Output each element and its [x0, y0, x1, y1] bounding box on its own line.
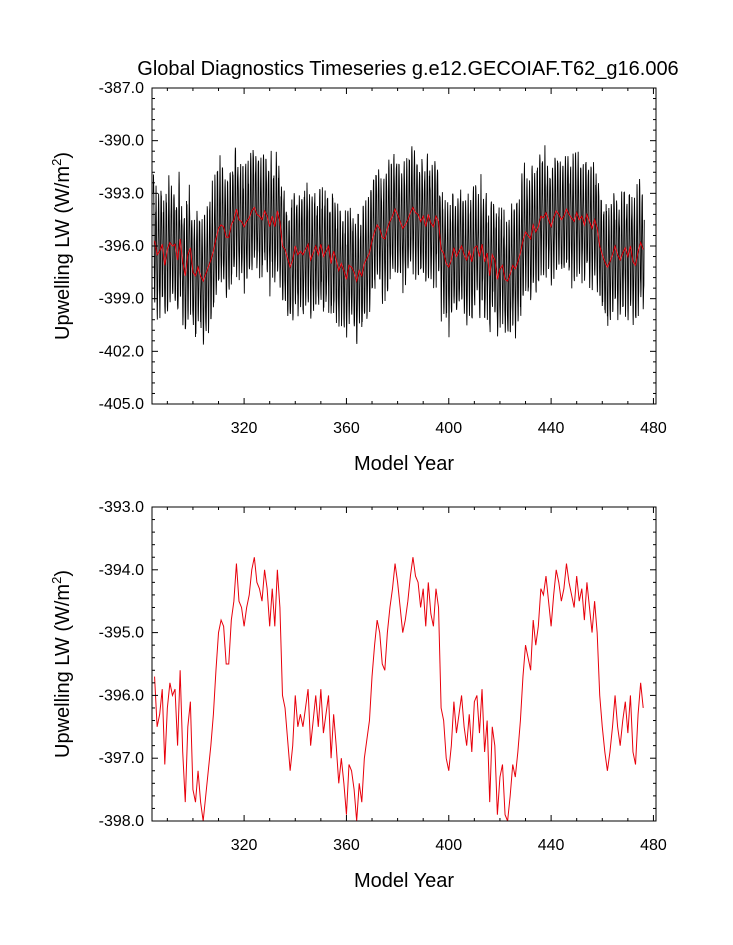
top-y-axis-label-tail: ) — [52, 152, 74, 159]
top-y-tick-label: -390.0 — [99, 133, 144, 150]
top-y-tick-label: -399.0 — [99, 291, 144, 308]
bottom-x-tick-label: 440 — [538, 837, 565, 854]
top-monthly-line — [152, 145, 645, 345]
bottom-y-axis-label-tail: ) — [52, 570, 74, 577]
top-x-axis-label: Model Year — [354, 453, 454, 475]
bottom-y-tick-label: -396.0 — [99, 687, 144, 704]
bottom-y-tick-label: -393.0 — [99, 499, 144, 516]
bottom-annual-mean-line — [154, 557, 644, 822]
bottom-plot-frame — [151, 506, 657, 822]
bottom-panel: 320 360 400 440 480 -398.0 -397.0 -396.0 -395.0 -… — [49, 499, 667, 892]
bottom-x-tick-label: 320 — [231, 837, 258, 854]
top-y-tick-label: -396.0 — [99, 238, 144, 255]
top-x-tick-label: 360 — [333, 420, 360, 437]
bottom-x-tick-label: 360 — [333, 837, 360, 854]
top-y-tick-label: -402.0 — [99, 343, 144, 360]
bottom-x-tick-label: 480 — [640, 837, 667, 854]
bottom-y-axis-label-main: Upwelling LW (W/m — [52, 584, 74, 758]
top-plot-frame — [151, 87, 657, 405]
bottom-axis-ticks: 320 360 400 440 480 -398.0 -397.0 -396.0 -395.0 -… — [99, 499, 667, 854]
bottom-y-tick-label: -397.0 — [99, 750, 144, 767]
bottom-x-tick-label: 400 — [435, 837, 462, 854]
bottom-y-axis-label: Upwelling LW (W/m2) — [49, 570, 74, 758]
bottom-y-axis-label-sup: 2 — [49, 577, 64, 584]
top-x-tick-label: 320 — [231, 420, 258, 437]
bottom-y-tick-label: -394.0 — [99, 562, 144, 579]
top-y-tick-label: -393.0 — [99, 185, 144, 202]
top-y-axis-label-main: Upwelling LW (W/m — [52, 166, 74, 340]
top-x-tick-label: 440 — [538, 420, 565, 437]
top-y-tick-label: -387.0 — [99, 80, 144, 97]
bottom-y-tick-label: -398.0 — [99, 813, 144, 830]
chart-title: Global Diagnostics Timeseries g.e12.GECO… — [137, 58, 678, 80]
top-series-lines — [152, 145, 645, 345]
top-y-tick-label: -405.0 — [99, 396, 144, 413]
top-y-axis-label: Upwelling LW (W/m2) — [49, 152, 74, 340]
top-panel: 320 360 400 440 480 -405.0 -402.0 -399.0 -396.0 -… — [49, 80, 667, 475]
top-y-axis-label-sup: 2 — [49, 159, 64, 166]
bottom-y-tick-label: -395.0 — [99, 625, 144, 642]
top-x-tick-label: 400 — [435, 420, 462, 437]
bottom-x-axis-label: Model Year — [354, 870, 454, 892]
top-axis-ticks: 320 360 400 440 480 -405.0 -402.0 -399.0 -396.0 -… — [99, 80, 667, 437]
top-x-tick-label: 480 — [640, 420, 667, 437]
top-annual-mean-line — [154, 206, 644, 284]
bottom-series-lines — [154, 557, 644, 822]
